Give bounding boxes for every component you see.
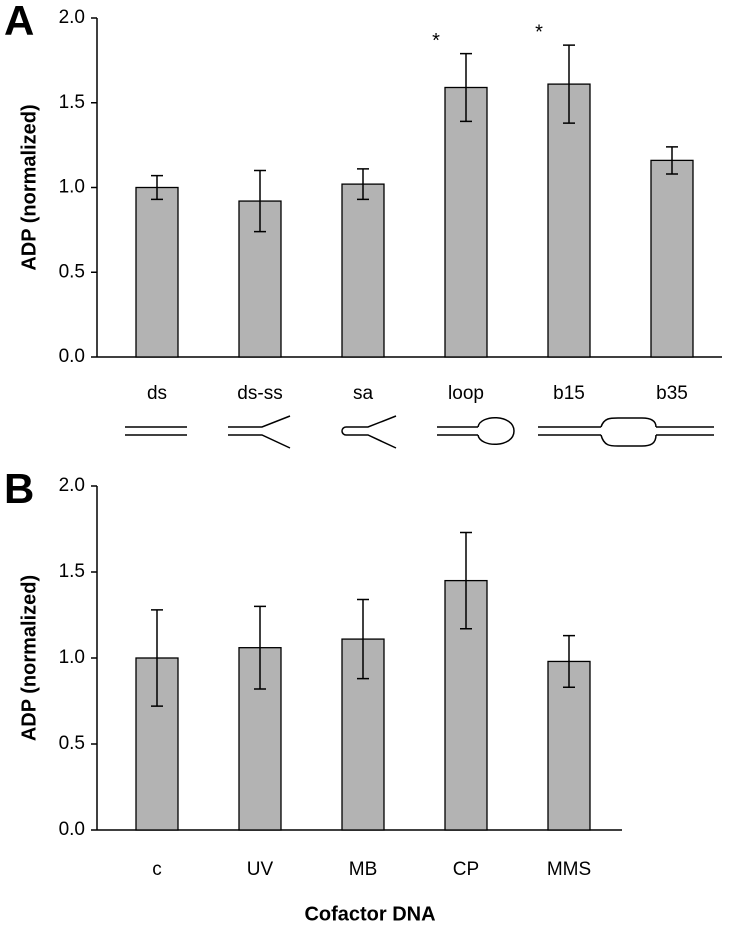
y-tick-label: 1.5 xyxy=(59,92,85,113)
error-bar xyxy=(357,598,369,680)
bar xyxy=(135,186,179,358)
error-bar xyxy=(563,44,575,124)
dna-diagrams xyxy=(125,415,714,449)
significance-mark: * xyxy=(535,21,543,43)
error-bar xyxy=(151,609,163,707)
y-tick-label: 1.5 xyxy=(59,561,85,582)
y-tick-label: 1.0 xyxy=(59,647,85,668)
bar xyxy=(650,159,694,358)
x-tick-label: loop xyxy=(448,383,484,404)
x-tick-label: ds xyxy=(147,383,167,404)
error-bar xyxy=(254,169,266,233)
error-bar xyxy=(460,531,472,630)
y-tick-label: 0.5 xyxy=(59,261,85,282)
bar xyxy=(341,183,385,358)
y-tick-label: 0.0 xyxy=(59,819,85,840)
bar xyxy=(444,86,488,358)
x-tick-label: MMS xyxy=(547,859,591,880)
x-tick-label: c xyxy=(152,859,162,880)
error-bar xyxy=(254,605,266,690)
x-tick-label: CP xyxy=(453,859,479,880)
y-tick-label: 0.5 xyxy=(59,733,85,754)
y-axis-label: ADP (normalized) xyxy=(18,575,40,741)
x-tick-label: sa xyxy=(353,383,374,404)
x-tick-label: b15 xyxy=(553,383,585,404)
x-tick-label: ds-ss xyxy=(237,383,282,404)
x-tick-label: b35 xyxy=(656,383,688,404)
y-axis-label: ADP (normalized) xyxy=(18,104,40,270)
error-bar xyxy=(563,634,575,688)
error-bar xyxy=(151,174,163,201)
x-axis-label: Cofactor DNA xyxy=(304,903,435,925)
x-tick-label: MB xyxy=(349,859,378,880)
error-bar xyxy=(460,52,472,123)
error-bar xyxy=(357,168,369,201)
y-tick-label: 2.0 xyxy=(59,7,85,28)
y-tick-label: 1.0 xyxy=(59,177,85,198)
panel-label: B xyxy=(4,465,34,512)
y-tick-label: 0.0 xyxy=(59,346,85,367)
panel-label: A xyxy=(4,0,34,44)
bar xyxy=(547,660,591,831)
bar xyxy=(547,83,591,358)
y-tick-label: 2.0 xyxy=(59,475,85,496)
error-bar xyxy=(666,146,678,175)
significance-mark: * xyxy=(432,30,440,52)
x-tick-label: UV xyxy=(247,859,274,880)
